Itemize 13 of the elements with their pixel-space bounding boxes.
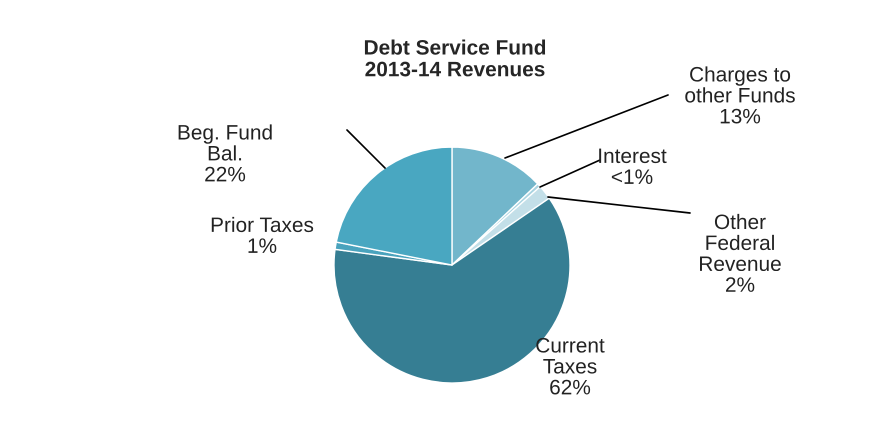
data-label: 1%: [248, 238, 276, 253]
data-label: 62%: [550, 380, 590, 395]
slice-label: Interest: [599, 148, 667, 164]
data-label: <1%: [612, 169, 652, 184]
data-label: 13%: [720, 108, 760, 124]
slice-label: Beg. Fund Bal.: [178, 124, 272, 161]
slice-label: Current Taxes: [536, 338, 605, 374]
chart-title: Debt Service Fund 2013-14 Revenues: [364, 39, 546, 76]
data-label: 22%: [205, 166, 246, 182]
slice-label: Other Federal Revenue: [700, 214, 781, 272]
slice-label: Charges to other Funds: [685, 66, 795, 103]
data-label: 2%: [726, 277, 754, 292]
slice-label: Prior Taxes: [212, 216, 314, 232]
